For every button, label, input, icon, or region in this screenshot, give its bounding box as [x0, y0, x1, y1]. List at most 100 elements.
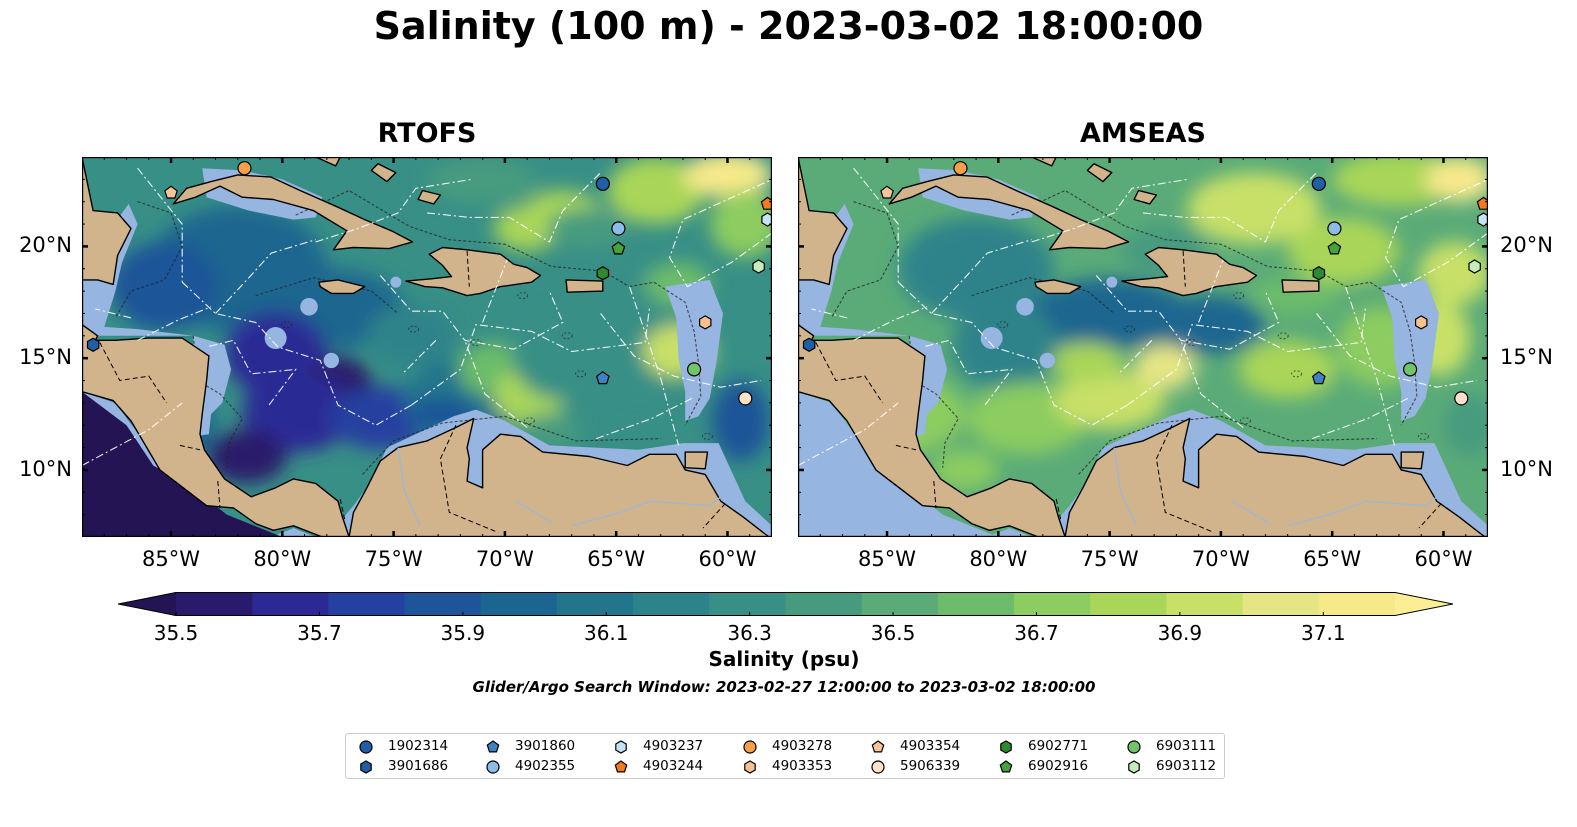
colorbar-bin: [709, 592, 787, 616]
eez-boundaries: [82, 167, 772, 466]
legend-label: 4903244: [643, 757, 704, 774]
lon-tick-label: 60°W: [1414, 547, 1473, 571]
colorbar-bin: [861, 592, 939, 616]
frame-ticks: [798, 157, 1488, 537]
colorbar-bin: [328, 592, 406, 616]
lon-tick-label: 75°W: [1080, 547, 1139, 571]
pentagon-marker-icon: [999, 759, 1013, 772]
lon-tick-label: 75°W: [364, 547, 423, 571]
colorbar-over: [1395, 592, 1453, 616]
legend-marker-4903278: [743, 740, 757, 754]
colorbar-bin: [633, 592, 710, 616]
search-window-caption: Glider/Argo Search Window: 2023-02-27 12…: [472, 678, 1096, 696]
float-marker-3901860: [595, 371, 610, 385]
colorbar-tick-label: 35.5: [153, 621, 199, 645]
borders: [99, 250, 726, 533]
float-marker-6903111: [1402, 362, 1418, 377]
colorbar-bin: [480, 592, 558, 616]
borders: [815, 250, 1442, 533]
colorbar-bin: [176, 592, 253, 616]
lat-tick-label: 10°N: [19, 456, 72, 481]
legend-label: 3901860: [515, 738, 576, 754]
legend-label: 5906339: [900, 757, 961, 774]
hexagon-marker-icon: [1128, 759, 1140, 774]
colorbar-bin: [1014, 592, 1091, 616]
legend-label: 4903353: [772, 757, 833, 774]
legend-marker-4903354: [871, 740, 885, 753]
legend-label: 3901686: [388, 757, 449, 774]
colorbar-bin: [1318, 592, 1396, 616]
map-amseas: [798, 157, 1488, 537]
lat-tick-label: 20°N: [19, 233, 72, 258]
hexagon-marker-icon: [615, 740, 627, 754]
float-marker-6903112: [1468, 259, 1481, 274]
circle-marker-icon: [1127, 740, 1141, 754]
float-marker-4902355: [611, 221, 626, 236]
colorbar-bin: [1090, 592, 1168, 616]
float-marker-4903244: [760, 196, 772, 210]
float-marker-4903237: [1477, 212, 1488, 227]
float-marker-6903111: [686, 362, 702, 377]
legend-label: 4903237: [643, 738, 704, 754]
map-frame: [798, 157, 1488, 537]
float-markers: [86, 161, 772, 406]
hexagon-marker-icon: [1000, 740, 1012, 754]
float-marker-4903278: [953, 161, 968, 176]
float-markers: [802, 161, 1488, 406]
colorbar-tick-label: 36.3: [727, 621, 772, 645]
land: [82, 157, 772, 537]
float-marker-6902916: [1327, 241, 1342, 255]
circle-marker-icon: [486, 759, 500, 774]
colorbar-label: Salinity (psu): [708, 647, 860, 671]
legend-marker-1902314: [359, 740, 373, 754]
rivers: [1113, 447, 1438, 527]
legend-label: 6902916: [1028, 757, 1089, 774]
colorbar-tick-label: 36.1: [583, 621, 629, 645]
colorbar: [118, 592, 1453, 616]
legend-label: 1902314: [388, 738, 449, 754]
float-marker-4903354: [164, 185, 178, 199]
legend-label: 6903112: [1156, 757, 1217, 774]
pacific-fill: [798, 391, 999, 537]
legend-marker-6903111: [1127, 740, 1141, 754]
rivers: [397, 447, 722, 527]
lon-tick-label: 85°W: [858, 547, 917, 571]
float-marker-3901686: [802, 337, 816, 352]
lon-tick-label: 70°W: [475, 547, 534, 571]
float-marker-3901686: [86, 337, 100, 352]
lon-tick-label: 65°W: [1303, 547, 1362, 571]
lon-tick-label: 80°W: [253, 547, 312, 571]
legend-marker-3901686: [360, 759, 372, 774]
legend: 1902314 3901686 3901860 4902355 4903237 49032…: [345, 733, 1225, 779]
lon-tick-label: 65°W: [587, 547, 646, 571]
lat-tick-label: 10°N: [1500, 456, 1553, 481]
panel-title-amseas: AMSEAS: [1080, 118, 1206, 149]
legend-marker-6903112: [1128, 759, 1140, 774]
colorbar-tick-label: 35.7: [297, 621, 342, 645]
legend-marker-6902916: [999, 759, 1013, 772]
float-marker-4902355: [1327, 221, 1342, 236]
circle-marker-icon: [871, 759, 885, 774]
colorbar-tick-label: 36.7: [1014, 621, 1059, 645]
float-marker-1902314: [595, 176, 610, 191]
panel-title-rtofs: RTOFS: [377, 118, 477, 149]
float-marker-6902916: [611, 241, 626, 255]
legend-marker-6902771: [1000, 740, 1012, 754]
pentagon-marker-icon: [486, 740, 500, 753]
colorbar-tick-label: 36.5: [870, 621, 916, 645]
lon-tick-label: 80°W: [969, 547, 1028, 571]
pacific-fill: [82, 391, 283, 537]
legend-label: 6902771: [1028, 738, 1089, 754]
colorbar-tick-label: 37.1: [1301, 621, 1346, 645]
float-marker-4903354: [880, 185, 894, 199]
frame-ticks: [82, 157, 772, 537]
legend-marker-4903353: [744, 759, 756, 774]
float-marker-4903353: [1414, 315, 1428, 330]
legend-label: 6903111: [1156, 738, 1217, 754]
float-marker-4903244: [1476, 196, 1488, 210]
lat-tick-label: 15°N: [19, 345, 72, 370]
legend-marker-3901860: [486, 740, 500, 753]
map-rtofs: [82, 157, 772, 537]
float-marker-3901860: [1311, 371, 1326, 385]
float-marker-1902314: [1311, 176, 1326, 191]
